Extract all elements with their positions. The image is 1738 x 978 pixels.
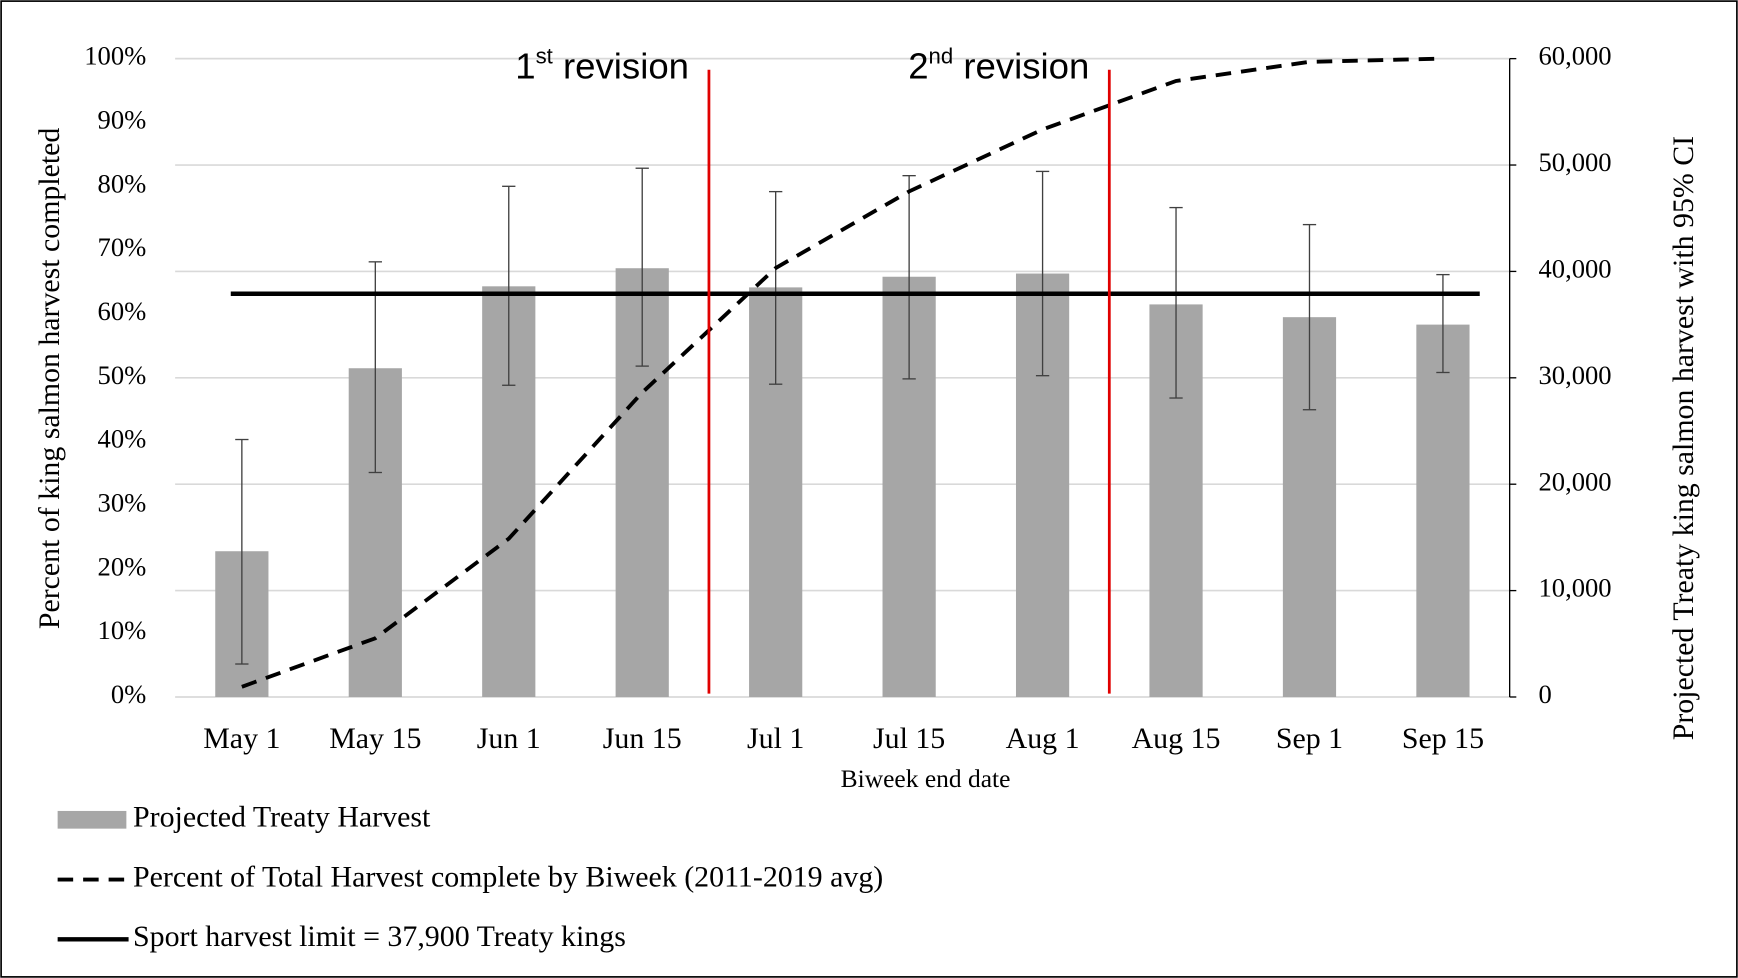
y2-axis-title: Projected Treaty king salmon harvest wit…: [1667, 136, 1700, 740]
revision-label: 2nd revision: [908, 43, 1089, 86]
revision-text: revision: [553, 45, 689, 86]
x-tick-label: Jul 1: [747, 722, 804, 755]
x-tick-label: May 15: [329, 722, 421, 755]
y-tick-label: 30%: [98, 488, 147, 518]
y-tick-label: 90%: [98, 105, 147, 135]
y-tick-label: 10%: [98, 615, 147, 645]
legend-label: Percent of Total Harvest complete by Biw…: [133, 860, 883, 893]
legend-swatch: [57, 810, 127, 829]
y2-tick-label: 0: [1538, 679, 1551, 709]
line-series: [241, 56, 1443, 689]
x-tick-label: Sep 1: [1276, 722, 1343, 755]
y2-tick-label: 30,000: [1538, 360, 1611, 390]
y2-tick-label: 20,000: [1538, 466, 1611, 496]
x-tick-label: Jun 15: [603, 722, 682, 755]
y-tick-label: 40%: [98, 424, 147, 454]
revision-text: revision: [953, 45, 1089, 86]
y-tick-label: 50%: [98, 360, 147, 390]
y-tick-label: 0%: [111, 679, 146, 709]
y2-tick-label: 40,000: [1538, 254, 1611, 284]
x-tick-label: Aug 15: [1132, 722, 1221, 755]
bar: [1416, 324, 1470, 697]
legend-label: Projected Treaty Harvest: [133, 801, 431, 834]
y-tick-label: 100%: [84, 41, 146, 71]
x-tick-label: Jul 15: [873, 722, 945, 755]
y2-tick-label: 60,000: [1538, 41, 1611, 71]
revision-number: 1: [515, 45, 535, 86]
revision-superscript: nd: [929, 43, 954, 68]
y2-tick-label: 50,000: [1538, 147, 1611, 177]
x-axis-title: Biweek end date: [841, 764, 1011, 793]
y-axis-title: Percent of king salmon harvest completed: [33, 128, 66, 630]
x-tick-label: Aug 1: [1006, 722, 1080, 755]
revision-label: 1st revision: [515, 43, 689, 86]
y2-tick-label: 10,000: [1538, 573, 1611, 603]
x-tick-label: May 1: [203, 722, 280, 755]
y-tick-label: 20%: [98, 551, 147, 581]
y-tick-label: 60%: [98, 296, 147, 326]
revision-number: 2: [908, 45, 928, 86]
x-tick-label: Jun 1: [477, 722, 541, 755]
x-tick-label: Sep 15: [1402, 722, 1484, 755]
revision-superscript: st: [536, 43, 553, 68]
y-tick-label: 80%: [98, 168, 147, 198]
y-tick-label: 70%: [98, 232, 147, 262]
legend-label: Sport harvest limit = 37,900 Treaty king…: [133, 920, 626, 953]
